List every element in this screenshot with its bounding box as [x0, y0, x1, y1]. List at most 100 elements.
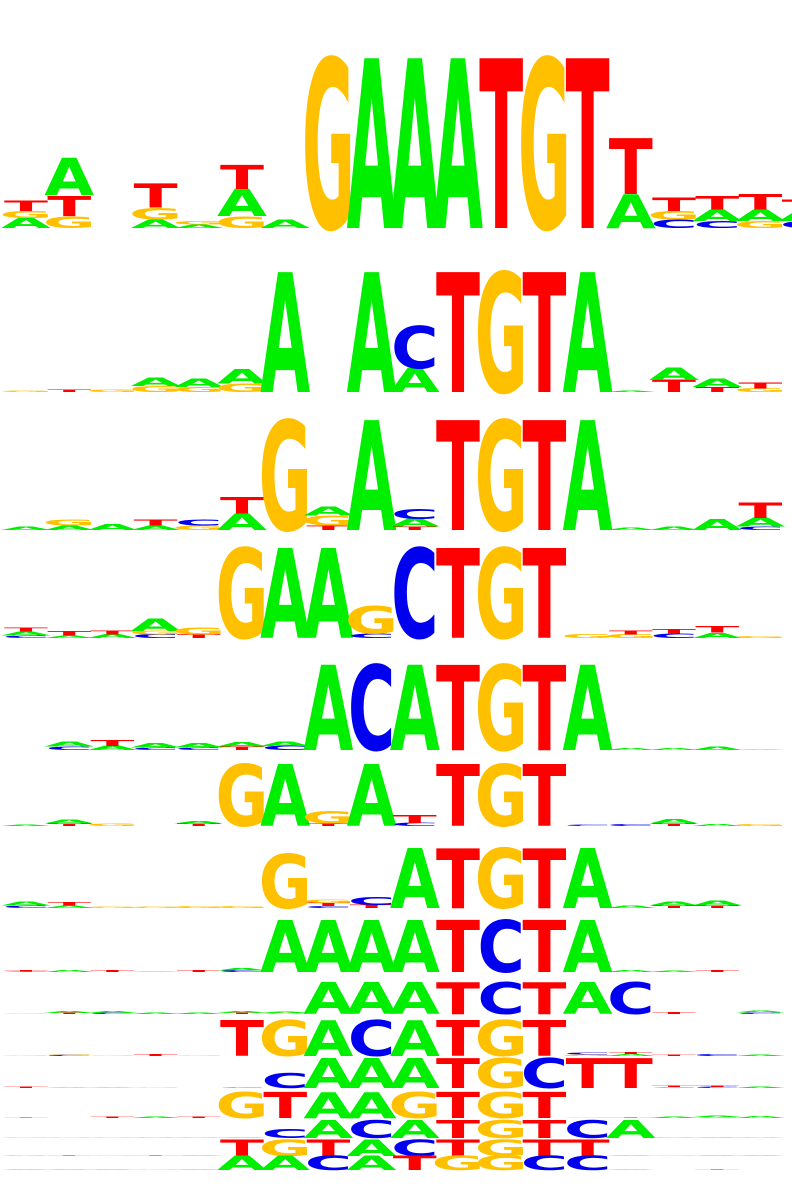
- nucleotide-g: G: [216, 525, 269, 668]
- logo-column: A: [44, 1087, 95, 1088]
- logo-column: A: [606, 390, 657, 392]
- nucleotide-g: G: [86, 1055, 139, 1056]
- nucleotide-a: A: [260, 525, 310, 668]
- nucleotide-g: G: [475, 747, 528, 846]
- logo-column: T: [263, 1086, 308, 1127]
- logo-column: CA: [1, 901, 52, 909]
- nucleotide-t: T: [738, 381, 783, 391]
- nucleotide-c: C: [46, 1055, 93, 1057]
- nucleotide-a: A: [1, 215, 51, 231]
- nucleotide-a: A: [390, 974, 440, 1025]
- nucleotide-c: C: [650, 632, 697, 639]
- nucleotide-a: A: [649, 526, 700, 531]
- logo-column: CA: [260, 740, 311, 751]
- logo-column: A: [692, 824, 743, 827]
- logo-column: T: [436, 907, 480, 990]
- logo-column: A: [131, 1012, 182, 1014]
- nucleotide-t: T: [220, 1010, 264, 1068]
- nucleotide-c: C: [391, 506, 438, 522]
- nucleotide-g: G: [561, 1117, 614, 1118]
- nucleotide-t: T: [177, 823, 221, 827]
- logo-column: A: [649, 1117, 700, 1119]
- nucleotide-c: C: [262, 745, 309, 752]
- logo-column: T: [90, 1117, 134, 1119]
- nucleotide-a: A: [217, 967, 268, 971]
- nucleotide-t: T: [306, 823, 350, 827]
- nucleotide-a: A: [131, 1012, 182, 1014]
- nucleotide-c: C: [650, 217, 697, 231]
- logo-column: G: [518, 13, 571, 284]
- nucleotide-a: A: [606, 1156, 657, 1157]
- nucleotide-a: A: [692, 1116, 743, 1118]
- nucleotide-t: T: [738, 190, 782, 214]
- nucleotide-t: T: [47, 1155, 91, 1156]
- nucleotide-a: A: [606, 748, 657, 751]
- nucleotide-t: T: [134, 519, 179, 528]
- logo-column: T: [522, 832, 566, 928]
- nucleotide-t: T: [220, 493, 264, 519]
- nucleotide-a: A: [44, 1011, 95, 1014]
- nucleotide-g: G: [518, 13, 571, 284]
- logo-column: TA: [44, 1011, 95, 1014]
- logo-column: A: [87, 523, 138, 532]
- nucleotide-a: A: [131, 1138, 182, 1139]
- logo-column: TA: [649, 365, 700, 396]
- nucleotide-a: A: [303, 644, 353, 779]
- nucleotide-c: C: [694, 1054, 741, 1057]
- nucleotide-c: C: [175, 519, 222, 528]
- logo-column: G: [475, 832, 528, 928]
- nucleotide-a: A: [692, 516, 743, 533]
- logo-column: GA: [172, 377, 225, 394]
- nucleotide-t: T: [47, 902, 91, 907]
- logo-column: T: [566, 13, 610, 284]
- logo-column: A: [390, 13, 440, 284]
- logo-column: A: [563, 832, 613, 928]
- nucleotide-g: G: [172, 386, 225, 394]
- logo-column: T: [695, 1169, 739, 1170]
- logo-column: CAT: [692, 192, 743, 230]
- nucleotide-t: T: [522, 1136, 566, 1161]
- nucleotide-g: G: [345, 600, 398, 643]
- nucleotide-c: C: [564, 1052, 611, 1055]
- nucleotide-a: A: [347, 391, 397, 567]
- nucleotide-a: A: [735, 749, 786, 750]
- logo-column: G: [43, 1138, 96, 1139]
- logo-column: G: [475, 1086, 528, 1127]
- nucleotide-g: G: [129, 906, 182, 908]
- logo-column: T: [436, 241, 480, 432]
- logo-column: A: [44, 1169, 95, 1170]
- logo-column: G: [216, 906, 269, 909]
- logo-column: A: [260, 907, 310, 990]
- nucleotide-t: T: [652, 905, 696, 909]
- nucleotide-a: A: [174, 1156, 225, 1157]
- logo-column: G: [259, 1136, 312, 1161]
- logo-column: A: [44, 969, 95, 972]
- nucleotide-a: A: [174, 224, 225, 229]
- nucleotide-a: A: [217, 741, 268, 748]
- logo-column: AT: [87, 630, 138, 639]
- nucleotide-a: A: [606, 970, 657, 972]
- logo-column: TA: [692, 377, 742, 394]
- nucleotide-t: T: [566, 1050, 610, 1098]
- nucleotide-a: A: [303, 525, 353, 668]
- logo-column: T: [436, 644, 480, 779]
- nucleotide-a: A: [692, 746, 743, 751]
- logo-column: G: [172, 1055, 225, 1056]
- logo-column: T: [522, 1136, 566, 1161]
- nucleotide-a: A: [692, 1155, 743, 1156]
- nucleotide-g: G: [43, 213, 96, 232]
- nucleotide-a: A: [390, 1010, 441, 1068]
- logo-column: A: [563, 974, 613, 1025]
- nucleotide-g: G: [302, 513, 355, 529]
- nucleotide-g: G: [86, 1138, 139, 1139]
- nucleotide-a: A: [735, 1086, 786, 1088]
- logo-column: TA: [174, 820, 225, 826]
- nucleotide-g: G: [259, 1010, 312, 1068]
- logo-column: AT: [87, 738, 138, 751]
- logo-column: T: [134, 1155, 178, 1156]
- nucleotide-a: A: [606, 1169, 657, 1170]
- logo-column: A: [390, 1010, 441, 1068]
